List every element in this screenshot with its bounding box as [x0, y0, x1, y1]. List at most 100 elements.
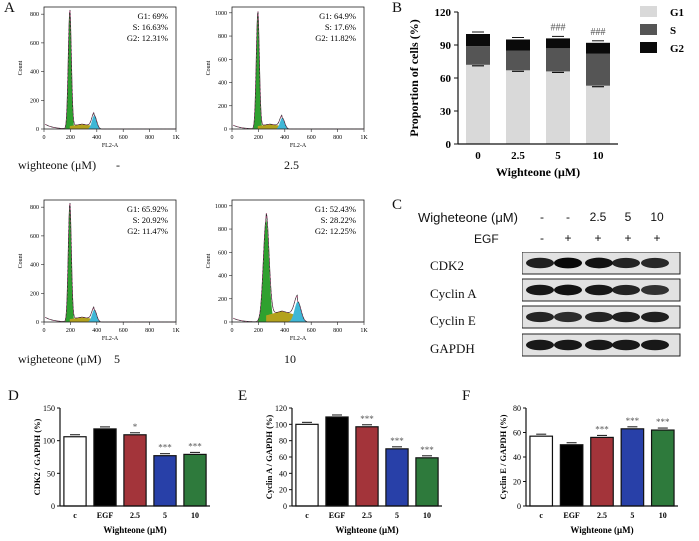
- y-tick-label: 200: [218, 297, 227, 303]
- legend-label-g1: G1: [670, 7, 684, 19]
- treatment-label: Wigheteone (μM): [418, 210, 518, 225]
- x-tick-label: c: [305, 511, 309, 520]
- significance-mark: ***: [158, 443, 172, 453]
- blot-row-cyclin-a: [522, 278, 681, 302]
- band: [526, 284, 554, 296]
- y-tick-label: 120: [435, 7, 452, 19]
- panel-label-a: A: [4, 0, 15, 16]
- y-tick-label: 0: [224, 320, 227, 326]
- bar-5: [620, 428, 645, 507]
- y-tick-label: 200: [218, 104, 227, 110]
- egf-label: EGF: [474, 232, 499, 246]
- y-tick-label: 800: [218, 227, 227, 233]
- histogram-frame: [43, 199, 177, 323]
- g1-percentage: G1: 69%: [138, 11, 168, 21]
- flow-histogram-3: 0 200 400 600 800 0 200 400 600 800 1K FL2-A Count G1…: [18, 199, 180, 342]
- bar-s-5: [546, 48, 570, 72]
- bar-5: [385, 448, 409, 507]
- band: [641, 257, 669, 269]
- x-tick-label: 600: [307, 328, 316, 334]
- band-label-cyclin-a: Cyclin A: [430, 286, 477, 301]
- significance-mark: ***: [390, 436, 404, 446]
- egf-value-5: +: [653, 231, 661, 245]
- x-tick-label: EGF: [563, 511, 580, 520]
- band: [641, 284, 669, 296]
- band-label-cdk2: CDK2: [430, 258, 464, 273]
- g1-percentage: G1: 65.92%: [127, 204, 168, 214]
- x-tick-label: 10: [593, 150, 605, 162]
- s-percentage: S: 28.22%: [321, 215, 356, 225]
- significance-mark: *: [133, 422, 138, 432]
- bar-2-5: [355, 426, 379, 507]
- y-tick-label: 400: [30, 263, 39, 269]
- significance-mark: ###: [551, 22, 566, 33]
- band: [526, 311, 554, 323]
- blot-row-cdk2: [522, 252, 681, 275]
- band: [554, 284, 582, 296]
- flow-cytometry-panel: 0 200 400 600 800 0 200 400 600 800 1K FL2-A Count G1…: [18, 6, 368, 342]
- y-tick-label: 0: [36, 127, 39, 133]
- x-tick-label: 2.5: [511, 150, 525, 162]
- g2-phase-fill: [275, 117, 290, 129]
- x-tick-label: 1K: [360, 328, 368, 334]
- x-axis-label: FL2-A: [102, 143, 119, 149]
- y-tick-label: 0: [283, 502, 287, 511]
- x-tick-label: 2.5: [130, 511, 140, 520]
- y-tick-label: 800: [30, 205, 39, 211]
- panel-label-b: B: [392, 0, 403, 16]
- x-tick-label: c: [73, 511, 77, 520]
- bar-s-10: [586, 53, 610, 86]
- panel-label-e: E: [238, 388, 248, 404]
- bar-g1-0: [466, 64, 490, 144]
- flow-histogram-4: 0 200 400 600 800 1000 0 200 400 600 800 1K FL2-A Cou…: [206, 199, 368, 342]
- y-tick-label: 1000: [215, 11, 227, 17]
- y-tick-label: 80: [279, 437, 287, 446]
- x-tick-label: 800: [145, 135, 154, 141]
- western-blot-panel: Wigheteone (μM) - - 2.5 5 10 EGF - + + +…: [394, 196, 699, 366]
- x-tick-label: 800: [333, 328, 342, 334]
- x-tick-label: 0: [43, 135, 46, 141]
- flow-histogram-1: 0 200 400 600 800 0 200 400 600 800 1K FL2-A Count G1…: [18, 6, 180, 149]
- x-tick-label: 400: [92, 135, 101, 141]
- band: [585, 339, 613, 351]
- y-axis-label: Count: [206, 253, 212, 268]
- bar-g2-5: [546, 38, 570, 49]
- y-tick-label: 800: [30, 12, 39, 18]
- g2-percentage: G2: 12.31%: [127, 33, 168, 43]
- y-tick-label: 400: [30, 70, 39, 76]
- y-tick-label: 200: [30, 98, 39, 104]
- significance-mark: ***: [595, 424, 609, 434]
- y-tick-label: 40: [513, 453, 521, 462]
- egf-value-3: +: [594, 231, 602, 245]
- band: [554, 257, 582, 269]
- bar-egf: [325, 416, 349, 507]
- bar-g1-10: [586, 85, 610, 144]
- bar-c: [63, 436, 87, 507]
- y-tick-label: 120: [275, 404, 287, 413]
- y-axis-label: Count: [18, 253, 24, 268]
- g2-percentage: G2: 11.47%: [127, 226, 168, 236]
- y-tick-label: 600: [30, 41, 39, 47]
- histogram-frame: [43, 6, 177, 130]
- legend-swatch-g1: [640, 6, 657, 17]
- band: [554, 339, 582, 351]
- x-axis-label: FL2-A: [290, 143, 307, 149]
- x-tick-label: EGF: [97, 511, 114, 520]
- x-tick-label: 400: [280, 328, 289, 334]
- y-tick-label: 90: [440, 40, 452, 52]
- bar-g2-0: [466, 34, 490, 47]
- g2-percentage: G2: 12.25%: [315, 226, 356, 236]
- x-axis-title: Wighteone (μM): [570, 525, 633, 535]
- y-tick-label: 60: [440, 73, 452, 85]
- treatment-value-5: 10: [650, 210, 664, 224]
- legend-label-s: S: [670, 25, 676, 37]
- x-tick-label: 800: [333, 135, 342, 141]
- x-axis-title: Wighteone (μM): [335, 525, 398, 535]
- band: [612, 311, 640, 323]
- treatment-value-2: -: [566, 210, 570, 224]
- condition-value-4: 10: [284, 352, 296, 366]
- y-tick-label: 20: [279, 486, 287, 495]
- x-tick-label: 800: [145, 328, 154, 334]
- x-tick-label: c: [539, 511, 543, 520]
- x-tick-label: 2.5: [597, 511, 607, 520]
